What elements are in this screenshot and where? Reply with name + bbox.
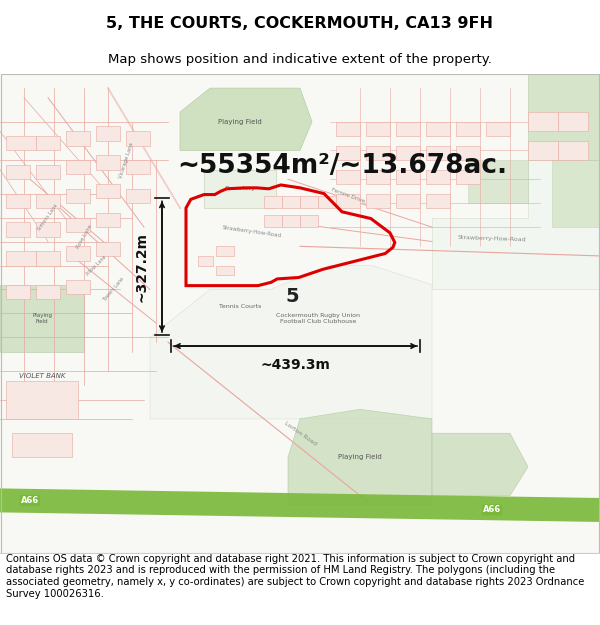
Polygon shape (552, 160, 600, 227)
Polygon shape (468, 160, 528, 203)
Polygon shape (150, 266, 432, 419)
Text: Map shows position and indicative extent of the property.: Map shows position and indicative extent… (108, 53, 492, 66)
Bar (396, 146, 420, 160)
Bar (66, 131, 90, 146)
Bar (300, 196, 318, 208)
Bar (282, 196, 300, 208)
Bar (426, 146, 450, 160)
Bar (396, 122, 420, 136)
Text: ~327.2m: ~327.2m (135, 232, 149, 302)
Bar (456, 146, 480, 160)
Bar (426, 122, 450, 136)
Bar (6, 194, 30, 208)
Polygon shape (0, 488, 600, 522)
Text: Simons Lane: Simons Lane (37, 203, 59, 232)
Bar (66, 189, 90, 203)
Bar (366, 169, 390, 184)
Bar (318, 196, 336, 208)
Bar (558, 141, 588, 160)
Text: A66: A66 (21, 496, 39, 505)
Bar (456, 122, 480, 136)
Text: Cockermouth Rugby Union
Football Club Clubhouse: Cockermouth Rugby Union Football Club Cl… (276, 313, 360, 324)
Text: ~55354m²/~13.678ac.: ~55354m²/~13.678ac. (177, 152, 507, 179)
Bar (396, 169, 420, 184)
Bar (66, 160, 90, 174)
Bar (264, 215, 282, 227)
Bar (486, 122, 510, 136)
Bar (126, 131, 150, 146)
Bar (396, 194, 420, 208)
Polygon shape (0, 284, 84, 352)
Bar (6, 284, 30, 299)
Bar (36, 165, 60, 179)
Bar (96, 184, 120, 198)
Bar (126, 189, 150, 203)
Text: Strawberry-How-Road: Strawberry-How-Road (222, 225, 282, 239)
Text: ~439.3m: ~439.3m (260, 358, 331, 372)
Bar (300, 215, 318, 227)
Bar (36, 222, 60, 237)
Bar (336, 146, 360, 160)
Text: Rose Lane: Rose Lane (75, 224, 93, 249)
Bar (96, 126, 120, 141)
Bar (336, 194, 360, 208)
Text: Fernire Drive: Fernire Drive (331, 188, 365, 204)
Bar (198, 256, 213, 266)
Polygon shape (204, 169, 276, 208)
Bar (6, 381, 78, 419)
Bar (366, 146, 390, 160)
Text: Allow Lane: Allow Lane (85, 254, 107, 277)
Bar (366, 122, 390, 136)
Bar (66, 217, 90, 232)
Bar (96, 155, 120, 169)
Bar (96, 241, 120, 256)
Bar (426, 169, 450, 184)
Text: Strawberry-How-Road: Strawberry-How-Road (458, 236, 526, 243)
Polygon shape (432, 433, 528, 496)
Bar (126, 160, 150, 174)
Text: 5: 5 (286, 287, 299, 306)
Text: Tennis Courts: Tennis Courts (219, 304, 261, 309)
Polygon shape (528, 74, 600, 160)
Bar (6, 251, 36, 266)
Bar (456, 169, 480, 184)
Bar (366, 194, 390, 208)
Text: 5, THE COURTS, COCKERMOUTH, CA13 9FH: 5, THE COURTS, COCKERMOUTH, CA13 9FH (107, 16, 493, 31)
Bar (528, 141, 558, 160)
Bar (66, 280, 90, 294)
Text: A66: A66 (483, 506, 501, 514)
Bar (36, 136, 60, 151)
Bar (216, 246, 234, 256)
Bar (36, 251, 60, 266)
Text: Towers Lane: Towers Lane (103, 276, 125, 302)
Bar (558, 112, 588, 131)
Text: Playing Field: Playing Field (218, 119, 262, 125)
Bar (426, 194, 450, 208)
Bar (336, 122, 360, 136)
Text: Playing
Field: Playing Field (32, 313, 52, 324)
Bar (6, 222, 30, 237)
Bar (96, 213, 120, 227)
Polygon shape (288, 409, 432, 505)
Bar (6, 165, 30, 179)
Bar (336, 169, 360, 184)
Bar (216, 266, 234, 275)
Text: VIOLET BANK: VIOLET BANK (19, 372, 65, 379)
Bar (282, 215, 300, 227)
Bar (528, 112, 558, 131)
Bar (36, 284, 60, 299)
Bar (36, 194, 60, 208)
Polygon shape (432, 160, 600, 289)
Text: Playing Field: Playing Field (338, 454, 382, 460)
Bar (66, 246, 90, 261)
Text: Vicarage Lane: Vicarage Lane (118, 141, 134, 179)
Bar (264, 196, 282, 208)
Polygon shape (180, 88, 312, 151)
Bar (6, 136, 36, 151)
Text: Contains OS data © Crown copyright and database right 2021. This information is : Contains OS data © Crown copyright and d… (6, 554, 584, 599)
Bar (12, 433, 72, 457)
Text: Cemetery: Cemetery (224, 186, 256, 191)
Text: Lorton Road: Lorton Road (283, 421, 317, 446)
